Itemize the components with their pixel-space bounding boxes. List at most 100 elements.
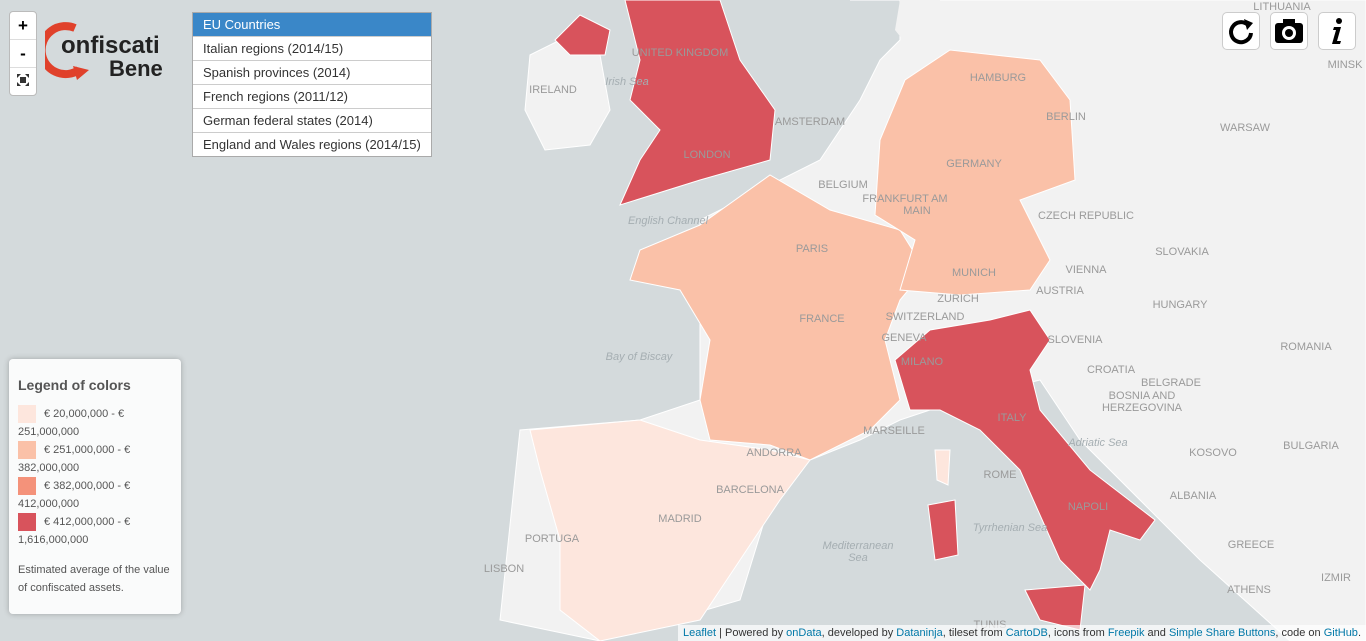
map-label: IZMIR [1321, 572, 1351, 584]
menu-item[interactable]: German federal states (2014) [193, 108, 431, 132]
legend-label: € 20,000,000 - € 251,000,000 [18, 408, 125, 438]
map-label: ZURICH [937, 293, 979, 305]
logo-text: onfiscati [61, 32, 160, 59]
info-button[interactable] [1318, 12, 1356, 50]
map-label: NAPOLI [1068, 501, 1108, 513]
map-label: MINSK [1328, 59, 1364, 71]
map-label: IRELAND [529, 84, 577, 96]
legend-label: € 382,000,000 - € 412,000,000 [18, 480, 131, 510]
menu-item[interactable]: England and Wales regions (2014/15) [193, 132, 431, 156]
map-label: AMSTERDAM [775, 116, 845, 128]
screenshot-button[interactable] [1270, 12, 1308, 50]
attribution-text: . [1357, 627, 1361, 639]
spain-region [529, 419, 811, 641]
zoom-out[interactable]: - [10, 40, 36, 68]
denmark [895, 0, 950, 55]
map-label: UNITED KINGDOM [632, 47, 729, 59]
map-label: FRANCE [799, 313, 844, 325]
attribution-text: and [1144, 627, 1169, 639]
corsica-region [934, 449, 951, 486]
map-label: GERMANY [946, 158, 1002, 170]
zoom-in[interactable]: + [10, 12, 36, 40]
logo-c [45, 22, 82, 79]
map-label: VIENNA [1066, 264, 1108, 276]
map-label: HERZEGOVINA [1102, 402, 1183, 414]
map-label: MADRID [658, 513, 701, 525]
map-label: MILANO [901, 356, 944, 368]
fullscreen[interactable] [10, 68, 36, 95]
map-label: GREECE [1228, 539, 1274, 551]
attribution-link[interactable]: Simple Share Buttons [1168, 627, 1276, 639]
map-label: ROME [984, 469, 1017, 481]
map-label: BOSNIA AND [1109, 390, 1176, 402]
map-label: KOSOVO [1189, 447, 1237, 459]
attribution-link[interactable]: Leaflet [683, 627, 717, 639]
france-region [629, 174, 926, 461]
legend-label: € 251,000,000 - € 382,000,000 [18, 444, 131, 474]
map-label: HAMBURG [970, 72, 1026, 84]
menu-item[interactable]: Italian regions (2014/15) [193, 36, 431, 60]
zoom-control: + - [9, 11, 37, 96]
refresh-button[interactable] [1222, 12, 1260, 50]
italy-region [894, 309, 1156, 591]
map-label: FRANKFURT AM [862, 193, 947, 205]
map-label: CROATIA [1087, 364, 1136, 376]
map-label: MUNICH [952, 267, 996, 279]
fullscreen-icon [17, 74, 29, 86]
attribution-link[interactable]: onData [786, 627, 822, 639]
legend-title: Legend of colors [18, 377, 131, 393]
layer-menu: EU Countries Italian regions (2014/15) Spa… [192, 12, 432, 157]
attribution-text: , code on [1275, 627, 1324, 639]
legend-items: € 20,000,000 - € 251,000,000 € 251,000,00… [18, 405, 172, 549]
attribution-text: | Powered by [716, 627, 787, 639]
map-label: MARSEILLE [863, 425, 925, 437]
map-label: Sea [848, 552, 868, 564]
menu-item[interactable]: EU Countries [193, 13, 431, 36]
germany-region [874, 49, 1076, 296]
legend-swatch [18, 477, 36, 495]
map-label: BELGRADE [1141, 377, 1201, 389]
logo: onfiscati Bene [45, 22, 163, 80]
map-label: GENEVA [881, 332, 927, 344]
attribution-text: , tileset from [942, 627, 1006, 639]
refresh-icon [1229, 19, 1253, 45]
map-label: ATHENS [1227, 584, 1271, 596]
map-label: ROMANIA [1280, 341, 1332, 353]
map-label: Irish Sea [605, 76, 648, 88]
map-label: Adriatic Sea [1067, 437, 1127, 449]
map-label: Tyrrhenian Sea [973, 522, 1047, 534]
map-label: SLOVAKIA [1155, 246, 1209, 258]
map-label: SLOVENIA [1047, 334, 1103, 346]
legend-note: Estimated average of the value of confis… [18, 564, 170, 594]
map-label: PARIS [796, 243, 828, 255]
map-label: ITALY [998, 412, 1028, 424]
attribution-text: , icons from [1047, 627, 1108, 639]
camera-icon [1275, 19, 1303, 43]
map-label: LISBON [484, 563, 524, 575]
legend-item: € 251,000,000 - € 382,000,000 [18, 441, 172, 477]
info-icon [1332, 18, 1342, 44]
legend-item: € 20,000,000 - € 251,000,000 [18, 405, 172, 441]
map-label: SWITZERLAND [886, 311, 965, 323]
logo-arrow [73, 66, 89, 80]
attribution-link[interactable]: Dataninja [896, 627, 943, 639]
attribution-link[interactable]: GitHub [1323, 627, 1358, 639]
map-label: BERLIN [1046, 111, 1086, 123]
legend-swatch [18, 405, 36, 423]
attribution-text: , developed by [821, 627, 897, 639]
map-label: BULGARIA [1283, 440, 1339, 452]
legend-swatch [18, 513, 36, 531]
menu-item[interactable]: Spanish provinces (2014) [193, 60, 431, 84]
menu-item[interactable]: French regions (2011/12) [193, 84, 431, 108]
attribution-link[interactable]: CartoDB [1005, 627, 1048, 639]
italy-region [927, 499, 959, 561]
attribution-link[interactable]: Freepik [1107, 627, 1145, 639]
map-label: PORTUGA [525, 533, 580, 545]
map-label: English Channel [628, 215, 709, 227]
map-label: Mediterranean [823, 540, 894, 552]
map-label: HUNGARY [1153, 299, 1208, 311]
uk-region [554, 14, 611, 56]
attribution: Leaflet | Powered by onData, developed b… [678, 625, 1366, 641]
